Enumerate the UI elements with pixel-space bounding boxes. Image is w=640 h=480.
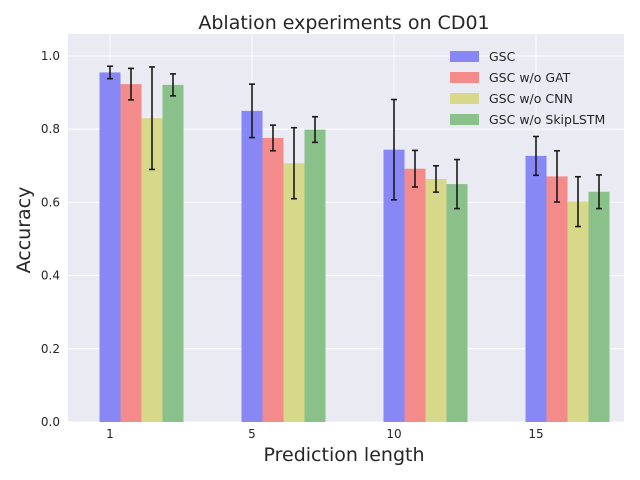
bar — [304, 129, 326, 423]
bar — [141, 118, 163, 422]
x-ticks: 1 5 10 15 — [106, 427, 543, 441]
legend-label: GSC w/o SkipLSTM — [489, 112, 605, 127]
bar — [262, 137, 284, 422]
legend-label: GSC w/o GAT — [489, 70, 571, 85]
y-tick-label: 0.2 — [41, 342, 60, 356]
bar — [588, 191, 610, 422]
bar — [241, 110, 263, 423]
bar — [446, 184, 468, 422]
bar — [425, 178, 447, 422]
x-tick-label: 15 — [528, 427, 543, 441]
bar — [162, 84, 184, 422]
bar — [120, 84, 142, 423]
bars — [99, 72, 610, 423]
chart-title: Ablation experiments on CD01 — [198, 12, 489, 34]
y-ticks: 0.0 0.2 0.4 0.6 0.8 1.0 — [41, 49, 60, 429]
y-tick-label: 0.4 — [41, 269, 60, 283]
legend-label: GSC — [489, 49, 516, 64]
legend-label: GSC w/o CNN — [489, 91, 573, 106]
bar — [567, 201, 589, 422]
y-tick-label: 0.6 — [41, 195, 60, 209]
y-tick-label: 0.0 — [41, 415, 60, 429]
bar — [383, 149, 405, 423]
y-tick-label: 1.0 — [41, 49, 60, 63]
legend-swatch — [450, 51, 479, 62]
x-tick-label: 1 — [106, 427, 114, 441]
legend-swatch — [450, 93, 479, 104]
bar — [546, 176, 568, 422]
legend: GSC GSC w/o GAT GSC w/o CNN GSC w/o SkipLST… — [450, 49, 605, 127]
x-tick-label: 5 — [248, 427, 256, 441]
legend-swatch — [450, 114, 479, 125]
x-tick-label: 10 — [386, 427, 401, 441]
error-bars — [107, 65, 602, 228]
legend-swatch — [450, 72, 479, 83]
bar — [99, 72, 121, 422]
bar — [525, 155, 547, 422]
bar — [283, 163, 305, 423]
bar — [404, 168, 426, 422]
y-axis-label: Accuracy — [13, 187, 35, 274]
x-axis-label: Prediction length — [264, 444, 425, 466]
y-tick-label: 0.8 — [41, 122, 60, 136]
